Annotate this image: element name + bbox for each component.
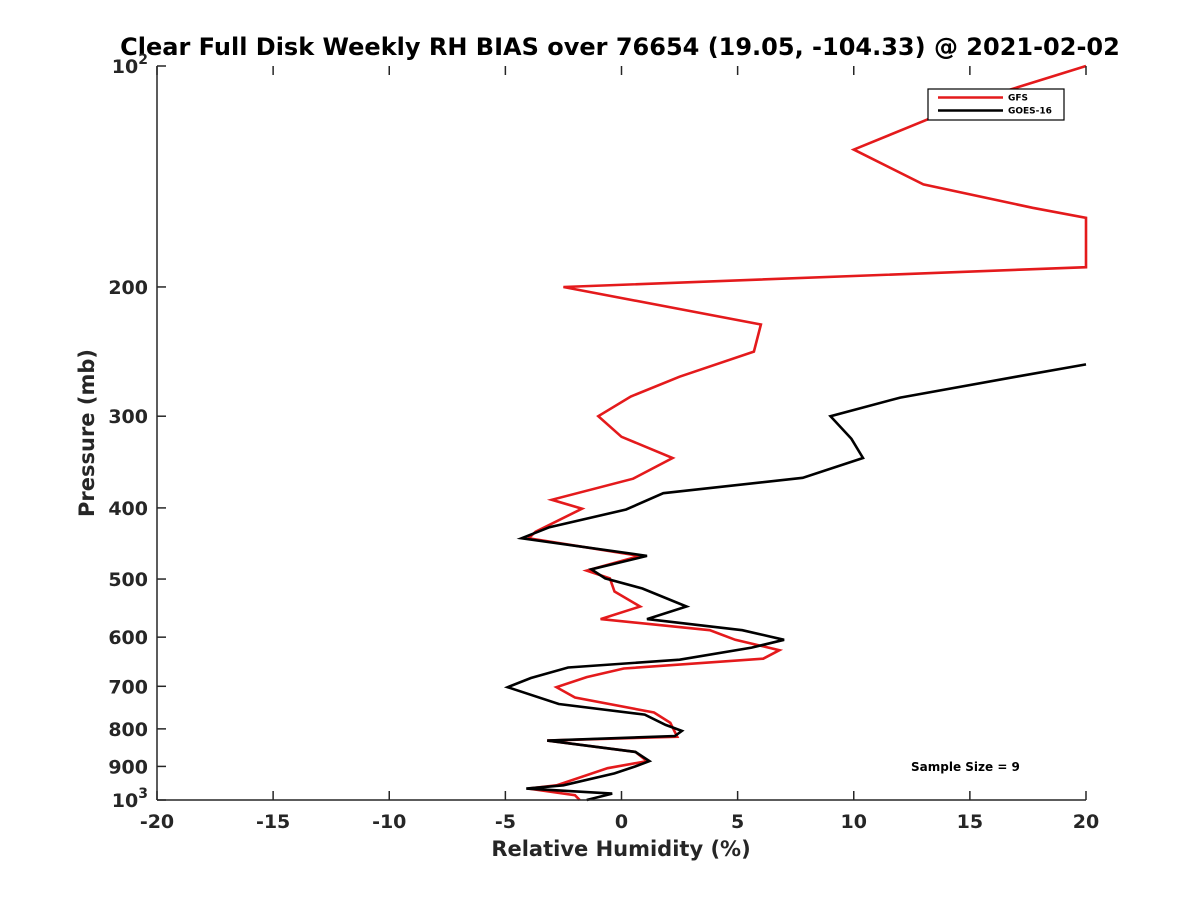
y-tick-label: 300 bbox=[108, 406, 148, 428]
y-tick-label: 200 bbox=[108, 277, 148, 299]
legend-label-goes-16: GOES-16 bbox=[1008, 107, 1052, 117]
y-tick-label: 103 bbox=[112, 786, 148, 812]
x-tick-label: 10 bbox=[841, 811, 867, 833]
legend-label-gfs: GFS bbox=[1008, 94, 1028, 104]
x-tick-label: -20 bbox=[140, 811, 174, 833]
y-tick-label: 700 bbox=[108, 676, 148, 698]
x-tick-label: -10 bbox=[372, 811, 406, 833]
y-tick-label: 900 bbox=[108, 756, 148, 778]
chart-title: Clear Full Disk Weekly RH BIAS over 7665… bbox=[120, 33, 1120, 61]
series-line-goes-16 bbox=[503, 363, 1087, 802]
y-tick-label: 800 bbox=[108, 719, 148, 741]
y-ticks: 102 200 300 400 500 600 700 800 900 103 bbox=[108, 52, 166, 812]
legend: GFS GOES-16 bbox=[927, 88, 1065, 121]
y-tick-label: 400 bbox=[108, 498, 148, 520]
y-axis-label: Pressure (mb) bbox=[75, 349, 99, 517]
series-group bbox=[503, 64, 1088, 802]
x-tick-label: -5 bbox=[495, 811, 516, 833]
x-tick-label: 20 bbox=[1073, 811, 1099, 833]
x-tick-label: 15 bbox=[957, 811, 983, 833]
legend-box bbox=[927, 88, 1065, 121]
x-tick-label: -15 bbox=[256, 811, 290, 833]
y-tick-label: 500 bbox=[108, 569, 148, 591]
y-tick-label: 600 bbox=[108, 627, 148, 649]
x-tick-label: 5 bbox=[731, 811, 744, 833]
plot-area bbox=[157, 66, 1085, 800]
x-tick-label: 0 bbox=[615, 811, 628, 833]
sample-size-annotation: Sample Size = 9 bbox=[911, 760, 1020, 774]
y-tick-label: 102 bbox=[112, 52, 148, 78]
x-ticks: -20 -15 -10 -5 0 5 10 15 20 bbox=[140, 66, 1099, 833]
x-axis-label: Relative Humidity (%) bbox=[491, 837, 750, 861]
